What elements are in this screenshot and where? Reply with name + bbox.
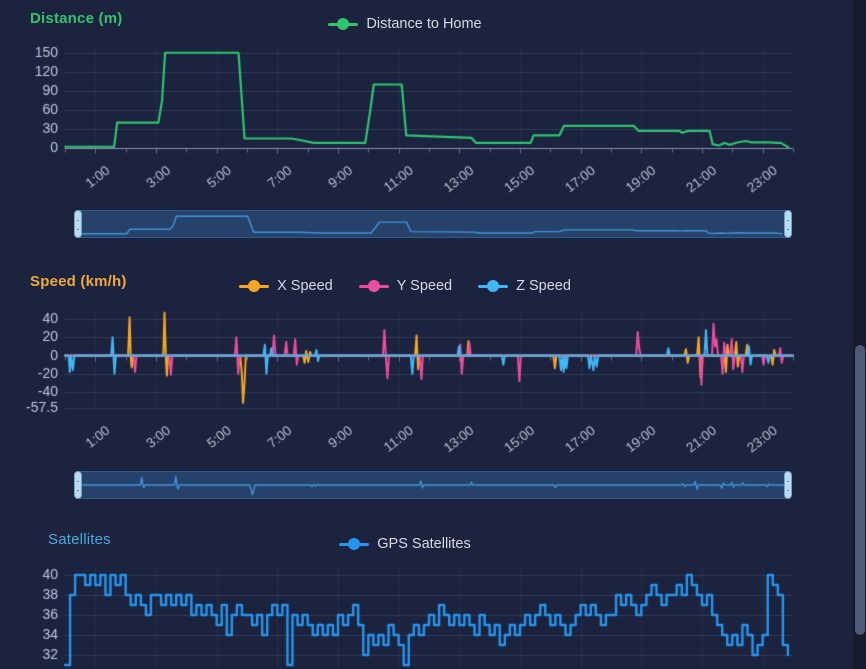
datazoom-selected-range[interactable] (78, 471, 788, 499)
legend-label: X Speed (277, 278, 333, 294)
satellites-legend: GPS Satellites (0, 534, 810, 554)
datazoom-left-handle-icon[interactable] (74, 210, 82, 238)
line-dot-marker-icon (358, 280, 389, 292)
legend-item-distance-to-home[interactable]: Distance to Home (328, 16, 482, 32)
satellites-chart-title: Satellites (48, 531, 111, 548)
satellites-chart-canvas[interactable] (0, 556, 866, 669)
datazoom-mini-chart (79, 473, 787, 497)
distance-chart-canvas[interactable] (0, 40, 866, 208)
legend-label: Y Speed (396, 278, 453, 294)
page-scrollbar-track[interactable] (853, 0, 866, 669)
datazoom-mini-chart (79, 212, 787, 236)
speed-legend: X Speed Y Speed Z Speed (0, 276, 810, 296)
speed-chart-title: Speed (km/h) (30, 273, 127, 290)
line-dot-marker-icon (239, 280, 270, 292)
datazoom-left-handle-icon[interactable] (74, 471, 82, 499)
legend-label: Distance to Home (366, 16, 482, 32)
distance-datazoom-slider[interactable] (72, 209, 794, 239)
legend-item-gps-satellites[interactable]: GPS Satellites (339, 536, 471, 552)
legend-item-z-speed[interactable]: Z Speed (478, 278, 571, 294)
distance-chart-title: Distance (m) (30, 10, 123, 27)
line-dot-marker-icon (339, 538, 370, 550)
line-dot-marker-icon (478, 280, 509, 292)
speed-datazoom-slider[interactable] (72, 470, 794, 500)
datazoom-right-handle-icon[interactable] (784, 471, 792, 499)
legend-item-x-speed[interactable]: X Speed (239, 278, 333, 294)
legend-label: GPS Satellites (377, 536, 471, 552)
datazoom-right-handle-icon[interactable] (784, 210, 792, 238)
line-dot-marker-icon (328, 18, 359, 30)
datazoom-selected-range[interactable] (78, 210, 788, 238)
legend-item-y-speed[interactable]: Y Speed (358, 278, 453, 294)
page-scrollbar-thumb[interactable] (855, 345, 865, 635)
speed-chart-canvas[interactable] (0, 296, 866, 460)
legend-label: Z Speed (516, 278, 571, 294)
distance-legend: Distance to Home (0, 14, 810, 34)
